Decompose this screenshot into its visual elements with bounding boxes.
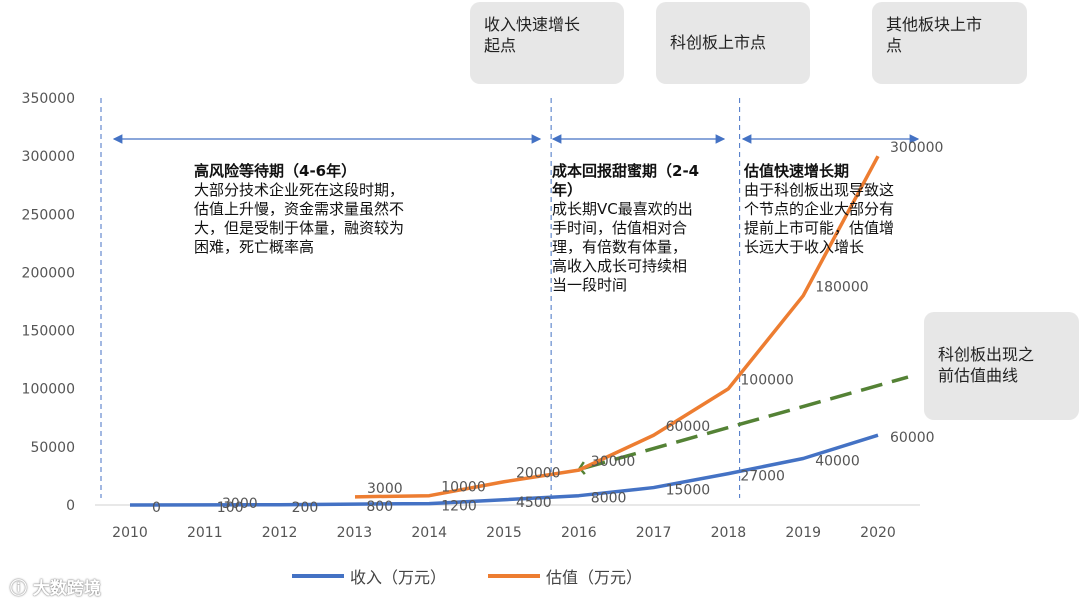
y-tick-label: 200000 xyxy=(22,265,75,281)
revenue-data-label: 60000 xyxy=(890,430,935,446)
x-tick-label: 2011 xyxy=(187,525,223,541)
y-tick-label: 0 xyxy=(66,498,75,514)
y-tick-label: 350000 xyxy=(22,91,75,107)
legend-revenue-swatch xyxy=(292,574,344,578)
phase-rapid-growth-title: 估值快速增长期 xyxy=(744,162,850,180)
legend-revenue-label: 收入（万元） xyxy=(350,568,447,587)
watermark-text: 大数跨境 xyxy=(32,579,101,599)
valuation-data-label: 300000 xyxy=(890,140,943,156)
revenue-data-label: 40000 xyxy=(815,453,860,469)
phase-sweet-spot-title: 成本回报甜蜜期（2-4 年） xyxy=(552,162,700,199)
valuation-data-label: 10000 xyxy=(441,480,486,496)
revenue-data-label: 800 xyxy=(366,499,393,515)
revenue-line xyxy=(129,433,879,507)
phase-sweet-spot: 成本回报甜蜜期（2-4 年） 成长期VC最喜欢的出 手时间，估值相对合 理，有倍… xyxy=(552,162,732,295)
revenue-data-label: 8000 xyxy=(591,491,627,507)
phase-rapid-growth: 估值快速增长期 由于科创板出现导致这 个节点的企业大部分有 提前上市可能，估值增… xyxy=(744,162,934,257)
legend-valuation-swatch xyxy=(488,574,540,578)
x-tick-label: 2017 xyxy=(636,525,672,541)
valuation-data-label: 20000 xyxy=(516,466,561,482)
x-tick-label: 2019 xyxy=(785,525,821,541)
watermark-logo: ⓘ 大数跨境 xyxy=(10,574,101,599)
revenue-data-label: 100 xyxy=(217,500,244,516)
x-tick-label: 2020 xyxy=(860,525,896,541)
x-tick-label: 2014 xyxy=(411,525,447,541)
revenue-data-label: 27000 xyxy=(740,469,785,485)
callout-star-market-listing: 科创板上市点 xyxy=(656,2,810,84)
revenue-data-label: 200 xyxy=(292,500,319,516)
valuation-data-label: 100000 xyxy=(740,373,793,389)
callout-other-board-listing: 其他板块上市 点 xyxy=(872,2,1027,84)
y-tick-label: 50000 xyxy=(30,440,75,456)
legend-valuation-label: 估值（万元） xyxy=(546,568,643,587)
legend-valuation: 估值（万元） xyxy=(488,564,642,588)
x-tick-label: 2012 xyxy=(262,525,298,541)
phase-dividers xyxy=(100,98,741,498)
phase-sweet-spot-body: 成长期VC最喜欢的出 手时间，估值相对合 理，有倍数有体量， 高收入成长可持续相… xyxy=(552,200,693,294)
x-tick-label: 2016 xyxy=(561,525,597,541)
legend-revenue: 收入（万元） xyxy=(292,564,446,588)
revenue-data-label: 1200 xyxy=(441,499,477,515)
revenue-data-label: 4500 xyxy=(516,495,552,511)
phase-high-risk: 高风险等待期（4-6年） 大部分技术企业死在这段时期， 估值上升慢，资金需求量虽… xyxy=(194,162,484,257)
x-tick-label: 2010 xyxy=(112,525,148,541)
pre-star-valuation-dashed-line xyxy=(583,375,909,470)
valuation-line xyxy=(354,155,880,499)
stray-data-label: 3000 xyxy=(222,496,258,512)
phase-high-risk-body: 大部分技术企业死在这段时期， 估值上升慢，资金需求量虽然不 大，但是受制于体量，… xyxy=(194,181,405,256)
y-axis-ticks: 0 50000 100000 150000 200000 250000 300000 3500… xyxy=(22,91,75,514)
phase-high-risk-title: 高风险等待期（4-6年） xyxy=(194,162,357,180)
x-tick-label: 2013 xyxy=(337,525,373,541)
x-tick-label: 2015 xyxy=(486,525,522,541)
valuation-data-label: 3000 xyxy=(367,481,403,497)
callout-revenue-start: 收入快速增长 起点 xyxy=(470,2,624,84)
data-labels: 0 100 200 800 1200 4500 8000 15000 27000 40000 600… xyxy=(152,140,943,516)
y-tick-label: 300000 xyxy=(22,149,75,165)
y-tick-label: 100000 xyxy=(22,382,75,398)
revenue-data-label: 15000 xyxy=(666,483,711,499)
valuation-data-label: 30000 xyxy=(591,454,636,470)
watermark-icon: ⓘ xyxy=(10,579,27,599)
series-lines xyxy=(129,155,909,507)
valuation-data-label: 60000 xyxy=(666,419,711,435)
x-tick-label: 2018 xyxy=(711,525,747,541)
gridlines xyxy=(95,97,920,506)
y-tick-label: 250000 xyxy=(22,207,75,223)
revenue-data-label: 0 xyxy=(152,500,161,516)
valuation-data-label: 180000 xyxy=(815,280,868,296)
callout-pre-star-curve: 科创板出现之 前估值曲线 xyxy=(924,312,1079,420)
y-tick-label: 150000 xyxy=(22,324,75,340)
x-axis-ticks: 2010 2011 2012 2013 2014 2015 2016 2017 2018 2019… xyxy=(112,525,896,541)
phase-rapid-growth-body: 由于科创板出现导致这 个节点的企业大部分有 提前上市可能，估值增 长远大于收入增… xyxy=(744,181,895,256)
